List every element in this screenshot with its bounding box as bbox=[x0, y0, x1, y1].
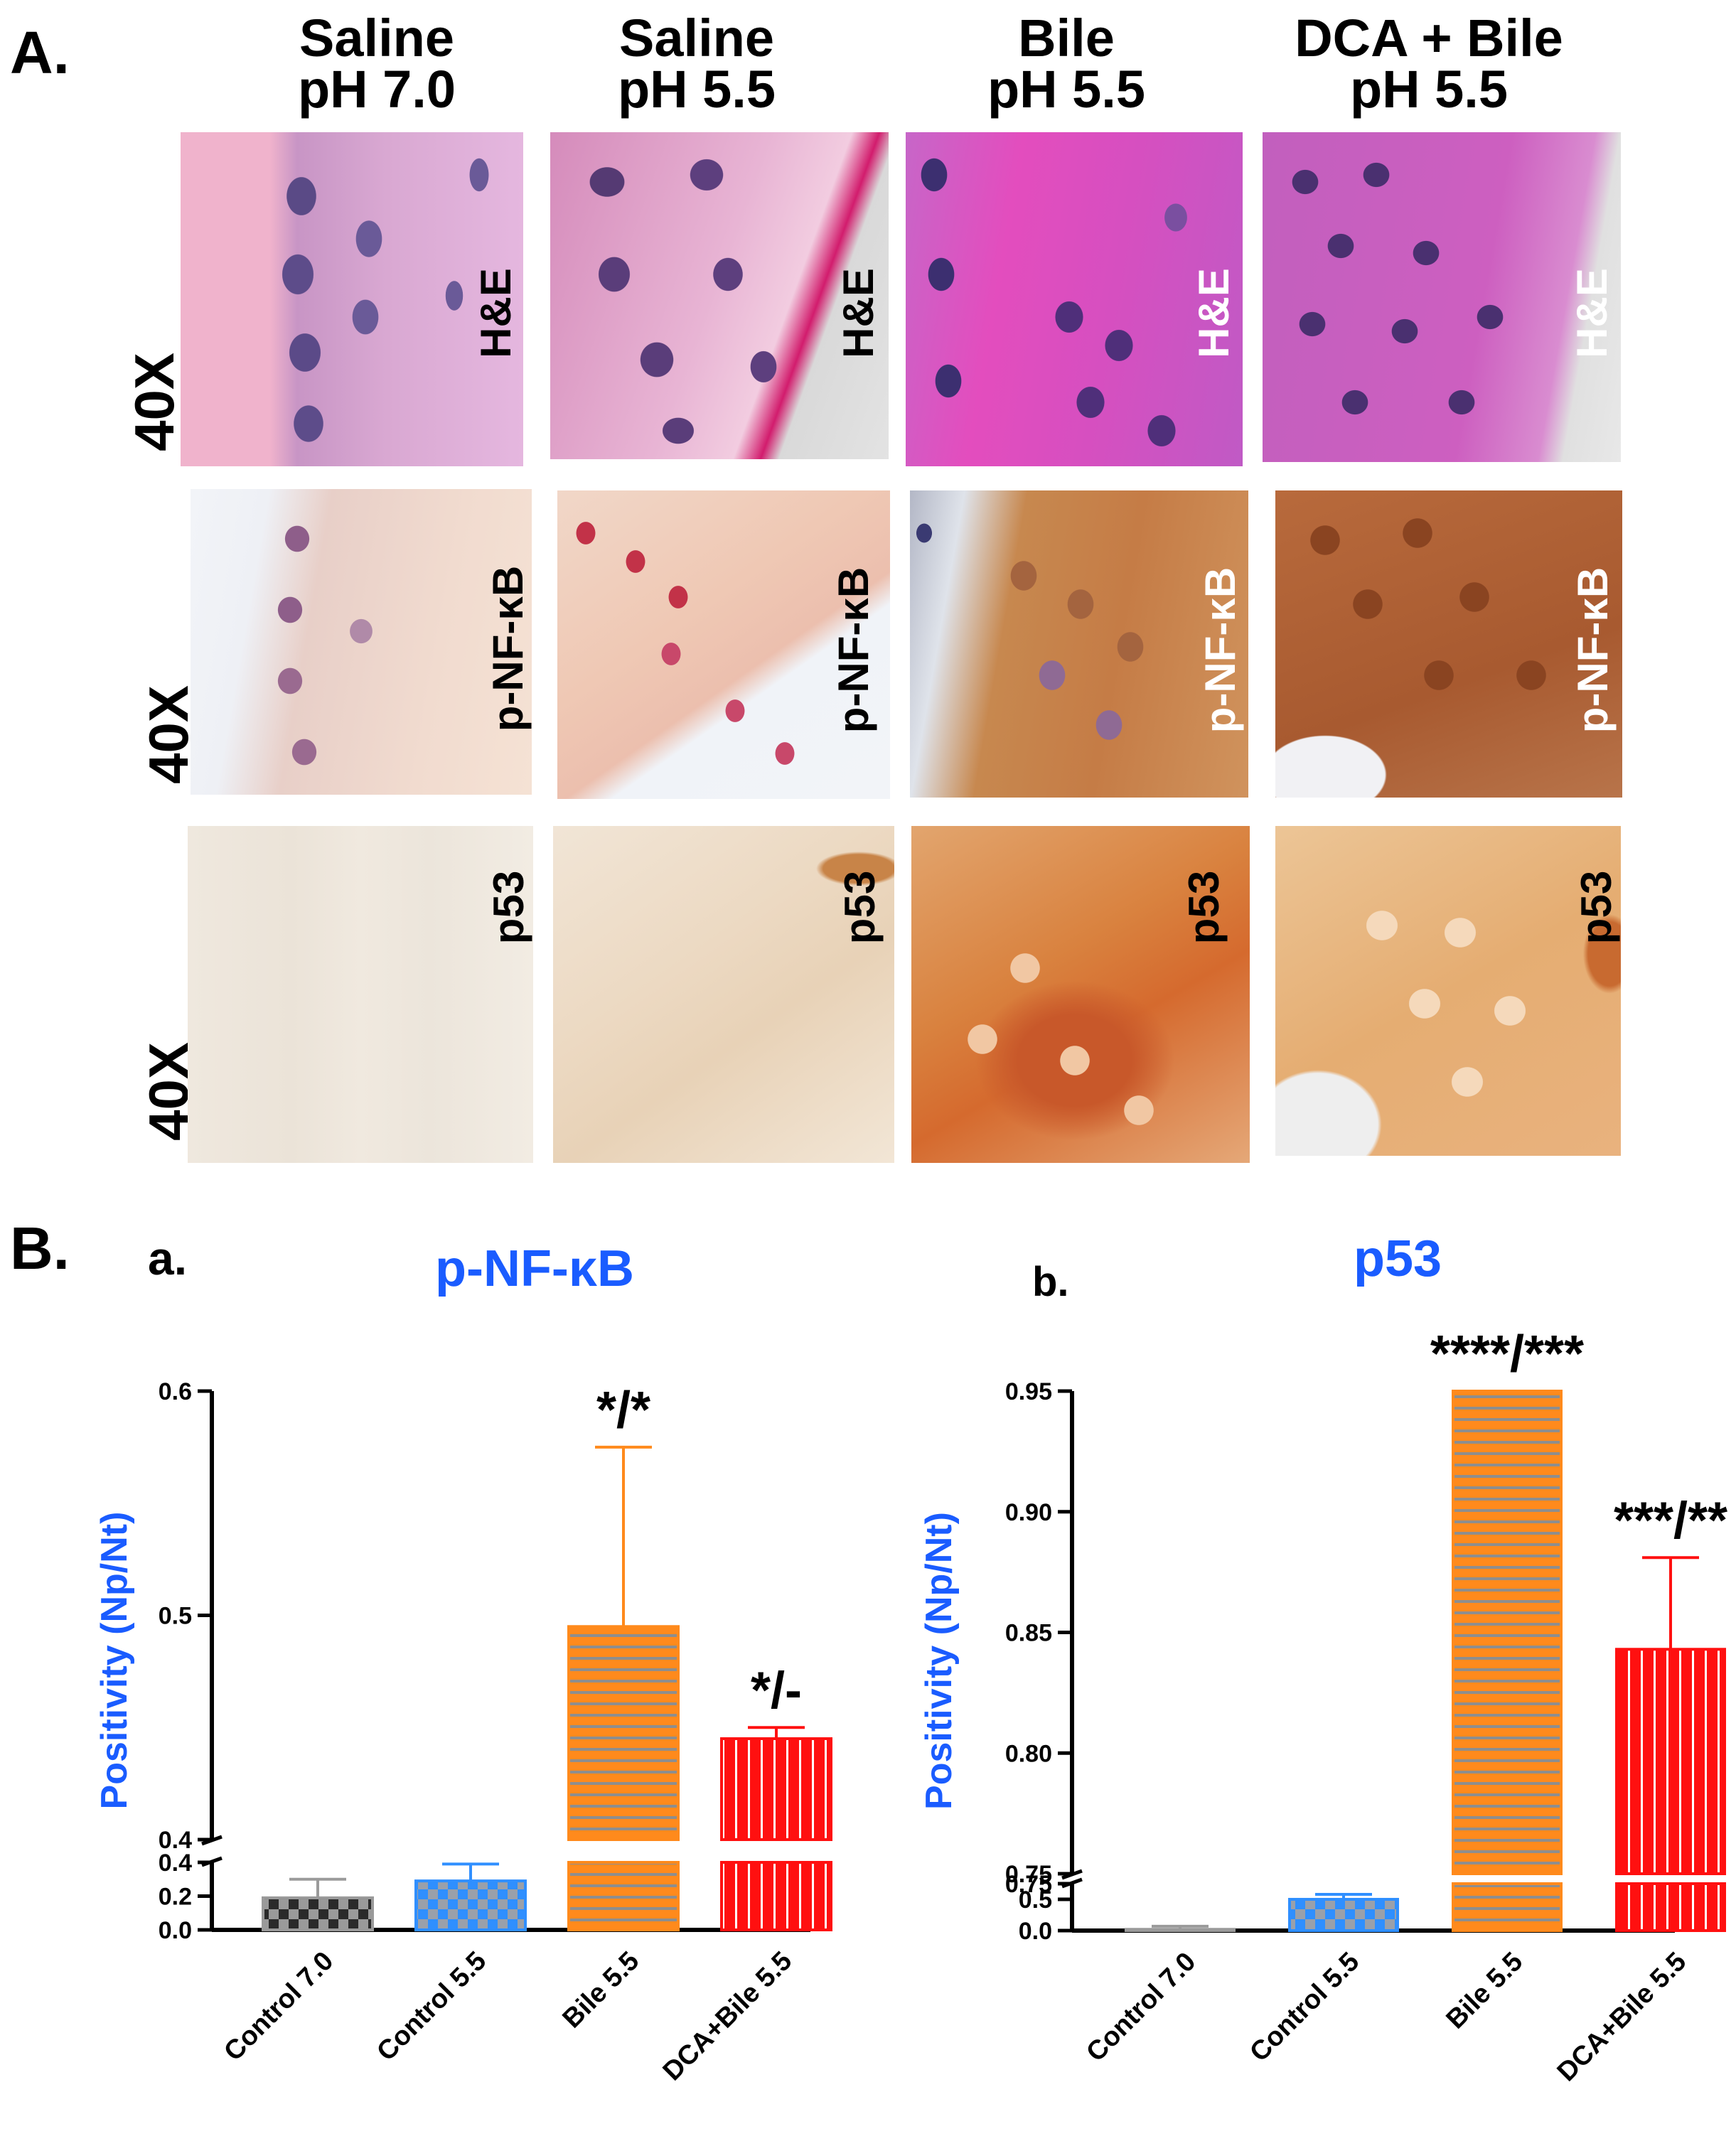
y-tick-label: 0.0 bbox=[159, 1917, 192, 1944]
y-tick-label: 0.4 bbox=[159, 1850, 192, 1877]
chart-b: 0.75 0.80 0.85 0.90 0.95 0.0 0.50.75 Positivity… bbox=[918, 1326, 1727, 2088]
column-heading-line2: pH 5.5 bbox=[987, 60, 1146, 119]
y-tick-label: 0.80 bbox=[1005, 1740, 1052, 1767]
bar-lower-segment bbox=[1452, 1882, 1563, 1932]
bar-lower-segment bbox=[720, 1861, 832, 1931]
micrograph-nfkb-saline-55: p-NF-κB bbox=[557, 490, 890, 799]
micrograph-p53-saline-70: p53 bbox=[188, 826, 533, 1163]
bar bbox=[567, 1625, 680, 1841]
x-tick-label: Control 5.5 bbox=[1244, 1947, 1365, 2068]
stain-label-he: H&E bbox=[471, 268, 520, 358]
significance-label: ***/** bbox=[1614, 1492, 1727, 1549]
stain-label-p53: p53 bbox=[1572, 870, 1621, 945]
chart-b-title: p53 bbox=[1354, 1230, 1442, 1287]
bar-lower-segment bbox=[1615, 1882, 1726, 1932]
significance-label: ****/*** bbox=[1430, 1326, 1584, 1383]
micrograph-nfkb-bile-55: p-NF-κB bbox=[910, 490, 1248, 798]
column-heading-line2: pH 5.5 bbox=[617, 60, 776, 119]
column-heading-line1: Bile bbox=[1018, 9, 1115, 68]
column-heading-bile-55: Bile pH 5.5 bbox=[945, 9, 1187, 119]
chart-a: 0.4 0.5 0.6 0.0 0.2 0.4 Positivity (Np/Nt) Cont… bbox=[94, 1378, 832, 2087]
column-heading-line2: pH 7.0 bbox=[297, 60, 456, 119]
column-heading-line1: DCA + Bile bbox=[1295, 9, 1563, 68]
micrograph-p53-dca-bile-55: p53 bbox=[1275, 826, 1621, 1156]
stain-label-he: H&E bbox=[1189, 268, 1238, 358]
column-heading-line2: pH 5.5 bbox=[1349, 60, 1509, 119]
bar bbox=[1615, 1648, 1726, 1875]
stain-label-nfkb: p-NF-κB bbox=[830, 567, 878, 734]
micrograph-nfkb-dca-bile-55: p-NF-κB bbox=[1275, 490, 1622, 798]
micrograph-he-bile-55: H&E bbox=[906, 132, 1243, 466]
panel-b-letter: B. bbox=[10, 1215, 70, 1282]
micrograph-p53-saline-55: p53 bbox=[553, 826, 894, 1163]
stain-label-p53: p53 bbox=[1180, 870, 1228, 945]
column-heading-saline-70: Saline pH 7.0 bbox=[256, 9, 498, 119]
significance-label: */- bbox=[751, 1662, 802, 1719]
bar bbox=[1452, 1390, 1563, 1875]
column-heading-line1: Saline bbox=[299, 9, 454, 68]
y-tick-label: 0.85 bbox=[1005, 1620, 1052, 1647]
y-axis-label: Positivity (Np/Nt) bbox=[918, 1512, 960, 1810]
stain-label-p53: p53 bbox=[485, 870, 533, 945]
chart-b-sublabel: b. bbox=[1032, 1259, 1069, 1305]
bar bbox=[262, 1896, 374, 1931]
stain-label-p53: p53 bbox=[836, 870, 884, 945]
y-tick-label: 0.95 bbox=[1005, 1378, 1052, 1405]
x-tick-label: Bile 5.5 bbox=[557, 1946, 645, 2034]
bar bbox=[1288, 1898, 1399, 1932]
chart-a-sublabel: a. bbox=[148, 1232, 188, 1284]
x-tick-label: DCA+Bile 5.5 bbox=[1552, 1947, 1693, 2088]
bar bbox=[720, 1737, 832, 1842]
stain-label-nfkb: p-NF-κB bbox=[1196, 567, 1245, 734]
y-tick-label: 0.0 bbox=[1019, 1918, 1052, 1945]
x-tick-label: Bile 5.5 bbox=[1441, 1947, 1529, 2035]
panel-a-letter: A. bbox=[10, 19, 70, 86]
y-tick-label: 0.90 bbox=[1005, 1499, 1052, 1526]
x-tick-label: DCA+Bile 5.5 bbox=[658, 1946, 798, 2087]
stain-label-he: H&E bbox=[834, 268, 882, 358]
bar-lower-segment bbox=[567, 1861, 680, 1931]
x-tick-label: Control 5.5 bbox=[371, 1946, 492, 2067]
significance-label: */* bbox=[596, 1382, 650, 1439]
y-tick-label: 0.2 bbox=[159, 1884, 192, 1911]
column-heading-line1: Saline bbox=[619, 9, 774, 68]
bar bbox=[1125, 1928, 1236, 1932]
micrograph-he-dca-bile-55: H&E bbox=[1263, 132, 1621, 462]
chart-a-title: p-NF-κB bbox=[435, 1240, 635, 1297]
y-tick-label: 0.6 bbox=[159, 1378, 192, 1405]
y-tick-label: 0.4 bbox=[159, 1827, 192, 1854]
y-axis-label: Positivity (Np/Nt) bbox=[94, 1512, 135, 1810]
y-tick-label: 0.75 bbox=[1005, 1871, 1052, 1898]
y-tick-label: 0.5 bbox=[159, 1603, 192, 1630]
micrograph-he-saline-55: H&E bbox=[550, 132, 889, 459]
y-tick-label: 0.75 bbox=[1005, 1861, 1052, 1888]
stain-label-he: H&E bbox=[1568, 268, 1616, 358]
micrograph-nfkb-saline-70: p-NF-κB bbox=[191, 489, 532, 795]
column-heading-saline-55: Saline pH 5.5 bbox=[576, 9, 818, 119]
stain-label-nfkb: p-NF-κB bbox=[1569, 567, 1617, 734]
x-tick-label: Control 7.0 bbox=[1081, 1947, 1201, 2068]
stain-label-nfkb: p-NF-κB bbox=[484, 565, 532, 732]
row-magnification-he: 40X bbox=[122, 353, 186, 451]
micrograph-he-saline-70: H&E bbox=[181, 132, 523, 466]
bar bbox=[414, 1879, 527, 1931]
column-heading-dca-bile-55: DCA + Bile pH 5.5 bbox=[1265, 9, 1592, 119]
x-tick-label: Control 7.0 bbox=[218, 1946, 339, 2067]
y-tick-label: 0.5 bbox=[1019, 1887, 1052, 1914]
micrograph-p53-bile-55: p53 bbox=[911, 826, 1250, 1163]
